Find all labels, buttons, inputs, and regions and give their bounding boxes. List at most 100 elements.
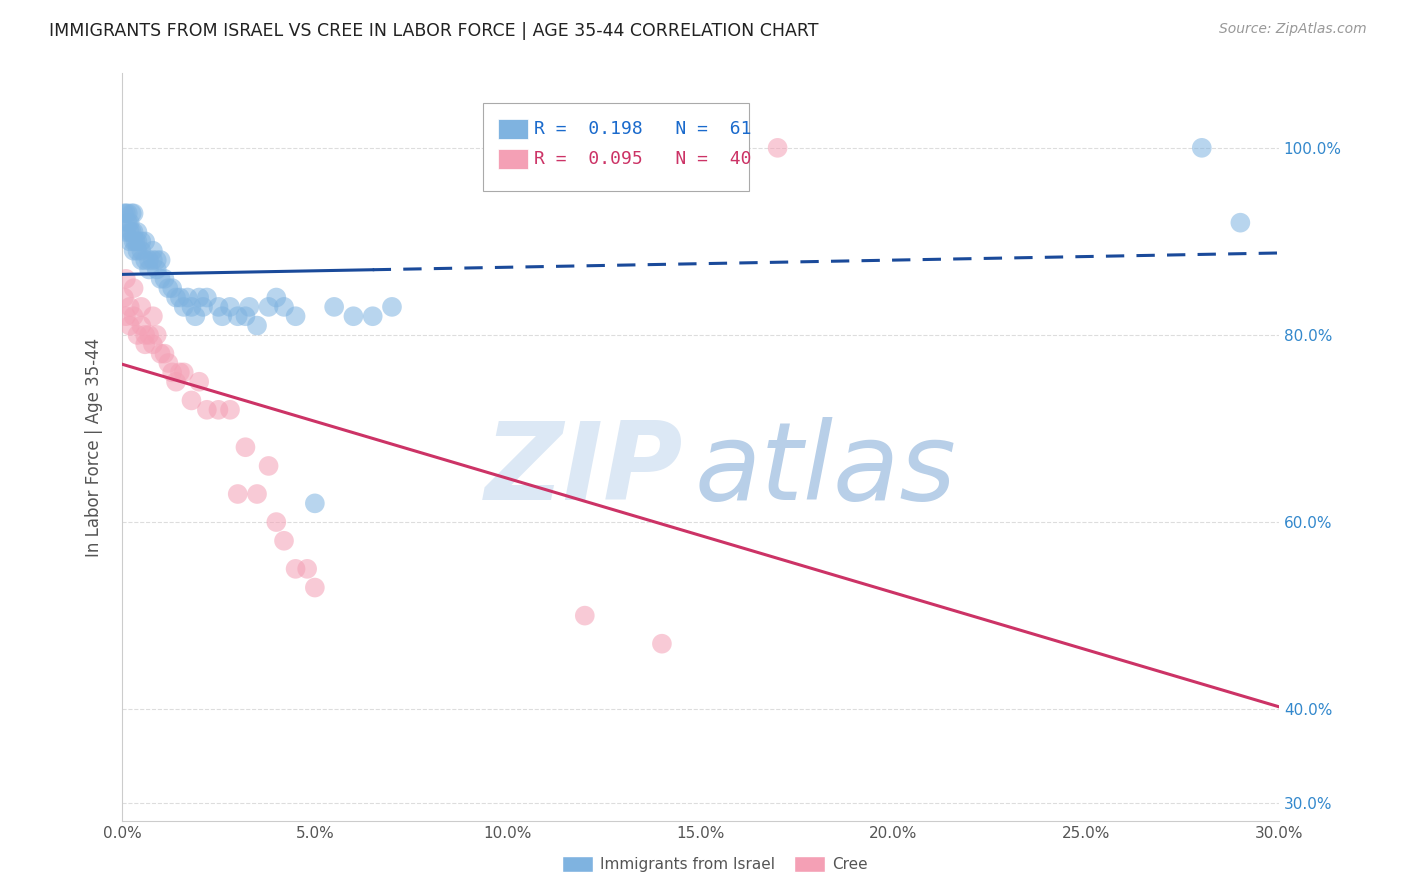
- Point: [304, 581, 326, 595]
- Point: [361, 310, 384, 324]
- Point: [381, 300, 404, 314]
- Point: [127, 225, 149, 239]
- Point: [118, 225, 141, 239]
- Point: [219, 402, 242, 417]
- Point: [142, 253, 165, 268]
- Text: atlas: atlas: [695, 417, 956, 522]
- Point: [157, 281, 180, 295]
- Point: [134, 337, 156, 351]
- Point: [124, 235, 146, 249]
- Text: Immigrants from Israel: Immigrants from Israel: [600, 857, 775, 871]
- Text: R =  0.095   N =  40: R = 0.095 N = 40: [534, 150, 752, 168]
- Point: [131, 253, 153, 268]
- Point: [142, 337, 165, 351]
- Point: [115, 310, 138, 324]
- Point: [134, 235, 156, 249]
- Point: [257, 300, 280, 314]
- Point: [112, 206, 135, 220]
- Point: [118, 318, 141, 333]
- Point: [149, 253, 172, 268]
- Point: [195, 291, 218, 305]
- Point: [122, 206, 145, 220]
- Point: [122, 235, 145, 249]
- Point: [191, 300, 214, 314]
- Point: [284, 310, 307, 324]
- Point: [153, 346, 176, 360]
- Point: [295, 562, 318, 576]
- Point: [246, 318, 269, 333]
- Point: [238, 300, 260, 314]
- Point: [118, 300, 141, 314]
- Point: [219, 300, 242, 314]
- Point: [211, 310, 233, 324]
- Point: [342, 310, 364, 324]
- Point: [266, 515, 288, 529]
- Point: [153, 272, 176, 286]
- Point: [134, 253, 156, 268]
- Text: Source: ZipAtlas.com: Source: ZipAtlas.com: [1219, 22, 1367, 37]
- Point: [651, 637, 673, 651]
- Point: [173, 365, 195, 379]
- Point: [169, 291, 191, 305]
- Point: [273, 300, 295, 314]
- Point: [122, 225, 145, 239]
- Point: [138, 328, 160, 343]
- Point: [1191, 141, 1213, 155]
- Point: [235, 310, 257, 324]
- Point: [121, 206, 143, 220]
- Point: [176, 291, 198, 305]
- Point: [160, 281, 183, 295]
- Point: [169, 365, 191, 379]
- Point: [226, 487, 249, 501]
- Point: [304, 496, 326, 510]
- Point: [235, 440, 257, 454]
- Point: [122, 244, 145, 258]
- Point: [160, 365, 183, 379]
- Point: [184, 310, 207, 324]
- Point: [766, 141, 789, 155]
- Point: [180, 300, 202, 314]
- Point: [188, 375, 211, 389]
- Text: IMMIGRANTS FROM ISRAEL VS CREE IN LABOR FORCE | AGE 35-44 CORRELATION CHART: IMMIGRANTS FROM ISRAEL VS CREE IN LABOR …: [49, 22, 818, 40]
- Point: [122, 281, 145, 295]
- Point: [266, 291, 288, 305]
- Point: [149, 346, 172, 360]
- Point: [165, 375, 187, 389]
- Point: [246, 487, 269, 501]
- Point: [195, 402, 218, 417]
- Point: [165, 291, 187, 305]
- Point: [127, 328, 149, 343]
- Point: [121, 225, 143, 239]
- Point: [134, 328, 156, 343]
- Point: [257, 458, 280, 473]
- Point: [117, 206, 139, 220]
- Point: [127, 244, 149, 258]
- Point: [145, 328, 167, 343]
- Point: [115, 272, 138, 286]
- Point: [131, 235, 153, 249]
- Point: [323, 300, 346, 314]
- Point: [273, 533, 295, 548]
- Point: [207, 300, 229, 314]
- Point: [131, 244, 153, 258]
- Point: [115, 206, 138, 220]
- Point: [149, 272, 172, 286]
- Point: [284, 562, 307, 576]
- Point: [122, 310, 145, 324]
- Point: [142, 244, 165, 258]
- Point: [115, 225, 138, 239]
- Point: [138, 262, 160, 277]
- Point: [157, 356, 180, 370]
- Text: ZIP: ZIP: [485, 417, 683, 523]
- Point: [138, 253, 160, 268]
- Point: [173, 300, 195, 314]
- Point: [180, 393, 202, 408]
- Point: [118, 216, 141, 230]
- Point: [1229, 216, 1251, 230]
- Point: [131, 300, 153, 314]
- Point: [574, 608, 596, 623]
- Point: [127, 235, 149, 249]
- Point: [145, 262, 167, 277]
- Point: [142, 310, 165, 324]
- Y-axis label: In Labor Force | Age 35-44: In Labor Force | Age 35-44: [86, 338, 103, 557]
